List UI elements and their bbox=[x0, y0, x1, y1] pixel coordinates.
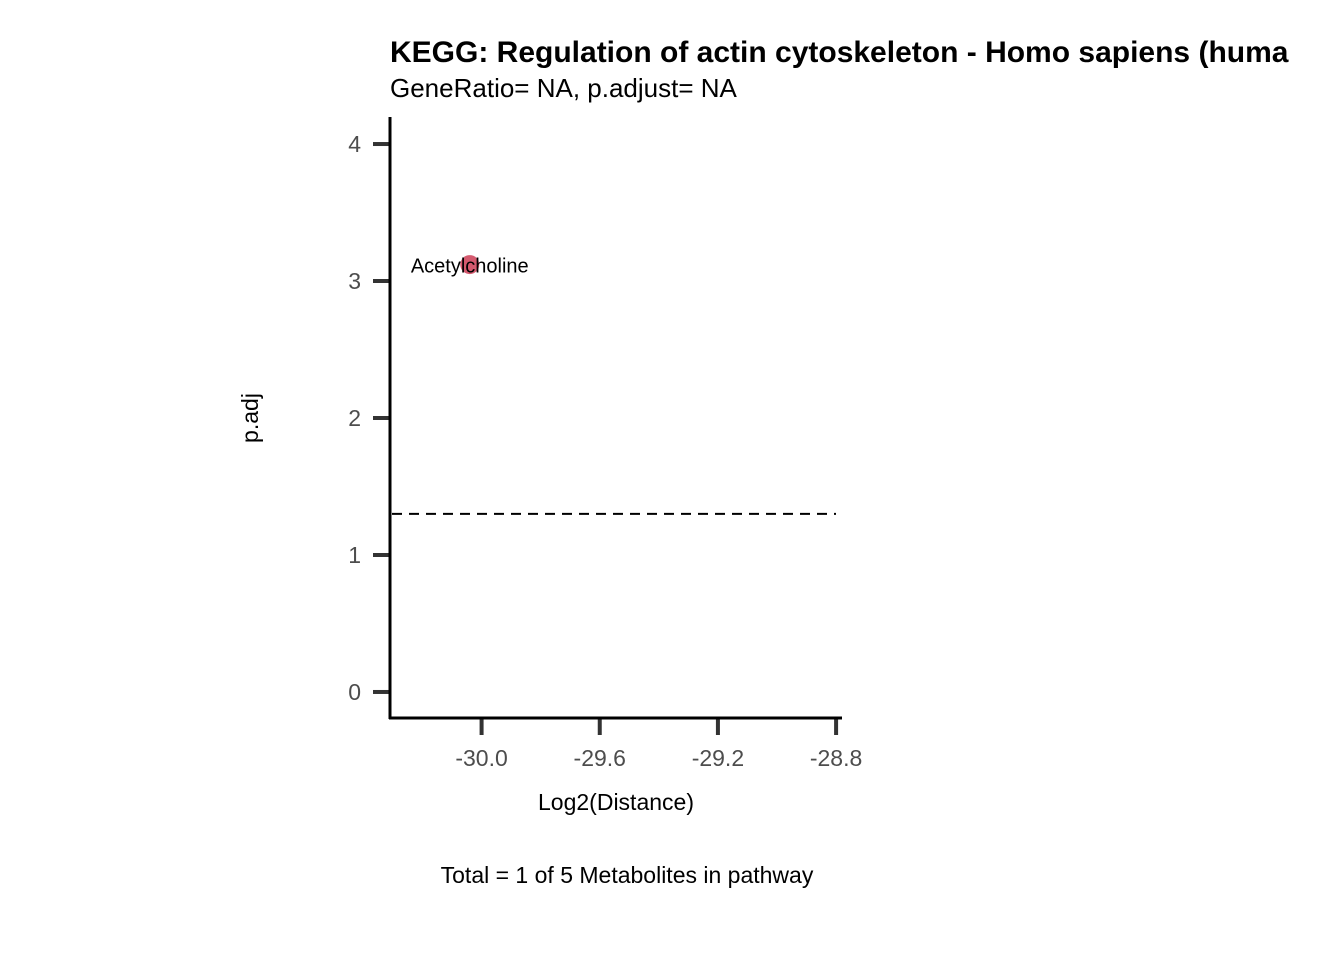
data-points: Acetylcholine bbox=[411, 255, 529, 278]
x-tick-label: -30.0 bbox=[455, 745, 507, 771]
y-tick-label: 2 bbox=[348, 405, 361, 431]
y-axis-ticks: 0 1 2 3 4 bbox=[348, 131, 389, 705]
data-point-label: Acetylcholine bbox=[411, 256, 529, 278]
chart-title: KEGG: Regulation of actin cytoskeleton -… bbox=[390, 36, 1289, 69]
x-axis-title: Log2(Distance) bbox=[538, 789, 694, 815]
y-tick-label: 4 bbox=[348, 131, 361, 157]
x-tick-label: -29.6 bbox=[574, 745, 626, 771]
data-point bbox=[460, 255, 480, 275]
y-tick-label: 0 bbox=[348, 679, 361, 705]
chart-caption: Total = 1 of 5 Metabolites in pathway bbox=[441, 862, 814, 888]
x-tick-label: -29.2 bbox=[692, 745, 744, 771]
y-tick-label: 3 bbox=[348, 268, 361, 294]
chart-subtitle: GeneRatio= NA, p.adjust= NA bbox=[390, 73, 738, 103]
y-tick-label: 1 bbox=[348, 542, 361, 568]
y-axis-title: p.adj bbox=[237, 393, 263, 443]
x-axis-ticks: -30.0 -29.6 -29.2 -28.8 bbox=[455, 719, 862, 771]
x-tick-label: -28.8 bbox=[810, 745, 862, 771]
